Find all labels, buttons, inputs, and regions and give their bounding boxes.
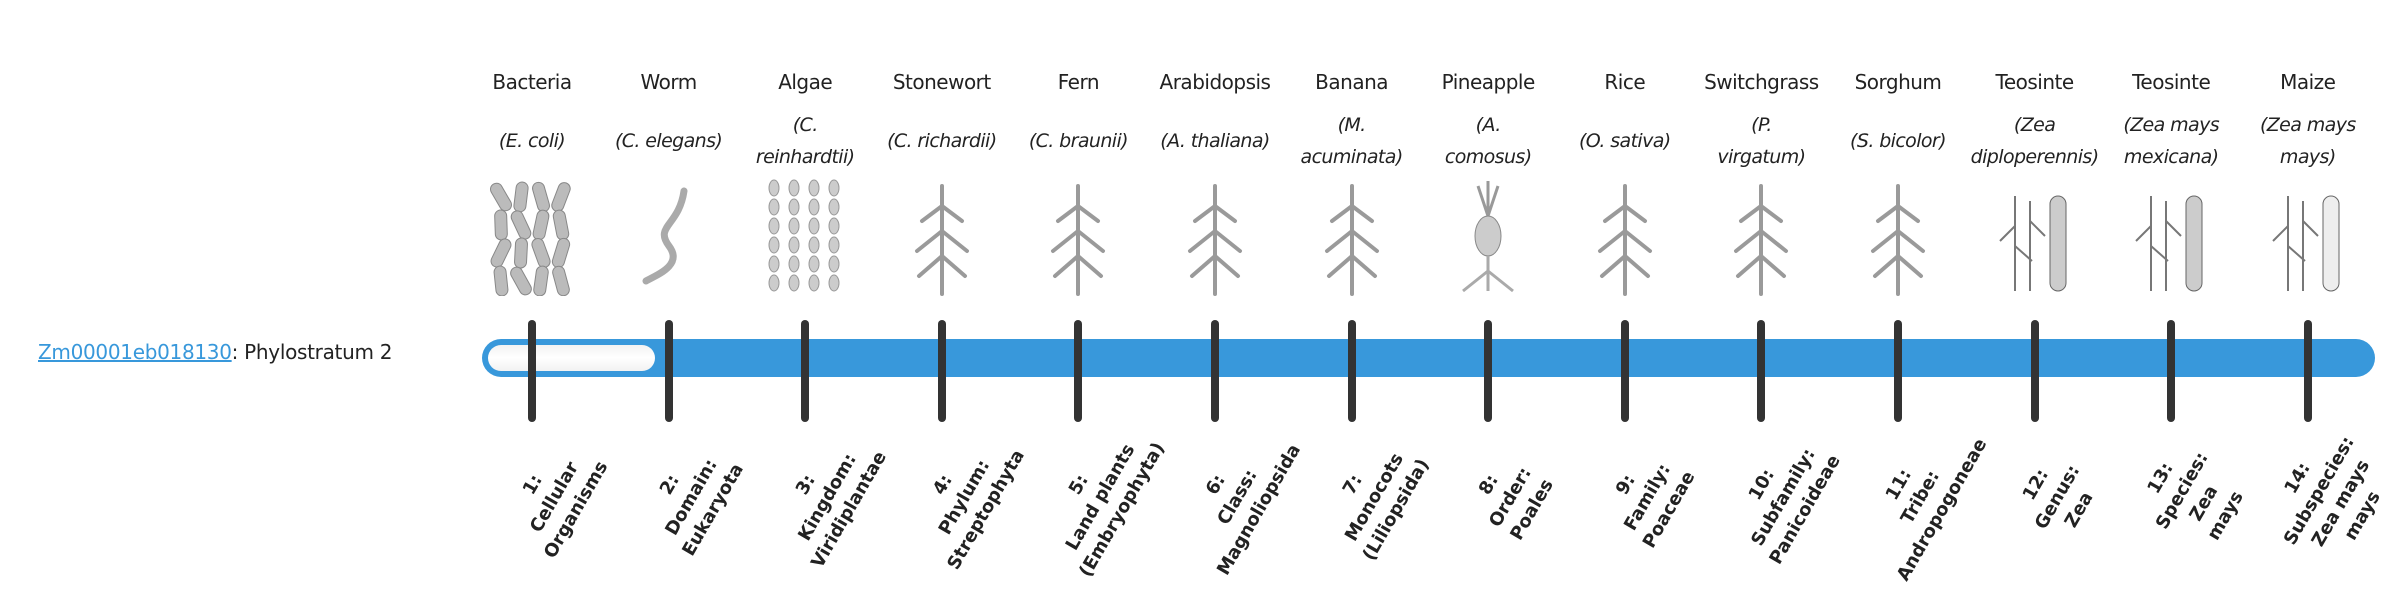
organism-common-name: Switchgrass [1704,70,1819,94]
stratum-tick [1484,320,1493,422]
stratum-tick [1620,320,1629,422]
stratum-label: 10: Subfamily: Panicoideae [1744,444,1845,568]
organism-scientific-name: (P. virgatum) [1717,114,1806,168]
stratum-label: 12: Genus: Zea [2017,461,2097,533]
organism-column: Bacteria (E. coli) [462,62,602,180]
organism-scientific-name: (O. sativa) [1578,130,1671,152]
sorghum-icon [1853,176,1943,296]
stratum-tick [2167,320,2176,422]
organism-common-name: Maize [2280,70,2336,94]
teosinte-icon [1990,176,2080,296]
stratum-tick [937,320,946,422]
organism-scientific-name: (Zea diploperennis) [1970,114,2099,168]
stratum-label: 2: Domain: Eukaryota [654,455,748,560]
organism-scientific-name: (C. elegans) [614,130,723,152]
organism-scientific-name: (C. braunii) [1028,130,1129,152]
stratum-tick [1894,320,1902,422]
organism-common-name: Arabidopsis [1159,70,1271,94]
maize-icon [2263,176,2353,296]
organism-scientific-name: (S. bicolor) [1850,130,1946,152]
stratum-label: 13: Species: Zea mays [2143,448,2248,544]
organism-common-name: Rice [1604,70,1646,94]
stratum-label: 11: Tribe: Andropogoneae [1881,434,1991,585]
progress-unfilled-segment [488,345,655,371]
stratum-tick [801,320,810,422]
switchgrass-icon [1716,176,1806,296]
organism-scientific-name: (A. comosus) [1444,114,1532,168]
organism-column: Algae (C. reinhardtii) [735,62,875,180]
stratum-label: 14: Subspecies: Zea mays mays [2279,432,2385,551]
stratum-tick [1757,320,1766,422]
stratum-label: 7: Monocots (Liliopsida) [1337,449,1433,564]
stratum-tick [1074,320,1083,422]
organism-column: Rice (O. sativa) [1555,62,1695,180]
organism-column: Arabidopsis (A. thaliana) [1145,62,1285,180]
stratum-label: 6: Class: Magnoliopsida [1201,440,1305,579]
organism-column: Switchgrass (P. virgatum) [1691,62,1831,180]
stratum-label: 4: Phylum: Streptophyta [928,445,1029,574]
gene-id-link[interactable]: Zm00001eb018130 [38,340,232,364]
organism-common-name: Algae [778,70,833,94]
arabidopsis-icon [1170,176,1260,296]
worm-icon [624,176,714,296]
organism-scientific-name: (Zea mays mays) [2259,114,2356,168]
fern-icon [1033,176,1123,296]
organism-column: Stonewort (C. richardii) [872,62,1012,180]
organism-column: Pineapple (A. comosus) [1418,62,1558,180]
organism-common-name: Teosinte [2132,70,2211,94]
stratum-label: 9: Family: Poaceae [1611,459,1699,552]
organism-scientific-name: (Zea mays mexicana) [2123,114,2220,168]
teosinte-icon [2126,176,2216,296]
rice-icon [1580,176,1670,296]
stratum-tick [528,320,536,422]
bacteria-icon [487,176,577,297]
organism-scientific-name: (E. coli) [498,130,566,152]
stratum-label: 5: Land plants (Embryophyta) [1061,438,1170,581]
stratum-tick [2303,320,2312,422]
organism-scientific-name: (C. reinhardtii) [755,114,855,168]
organism-column: Teosinte (Zea diploperennis) [1965,62,2105,180]
stratum-tick [1211,320,1219,422]
organism-common-name: Pineapple [1441,70,1536,94]
stratum-tick [664,320,673,422]
organism-common-name: Bacteria [492,70,572,94]
stratum-label: 3: Kingdom: Viridiplantae [791,447,891,572]
phylostratum-text: : Phylostratum 2 [231,340,393,364]
organism-common-name: Fern [1057,70,1100,94]
organism-common-name: Banana [1315,70,1389,94]
organism-scientific-name: (A. thaliana) [1160,130,1270,152]
stratum-label: 8: Order: Poales [1474,463,1558,544]
organism-common-name: Worm [640,70,697,94]
banana-icon [1307,176,1397,296]
organism-column: Teosinte (Zea mays mexicana) [2101,62,2241,180]
organism-column: Fern (C. braunii) [1008,62,1148,180]
stonewort-icon [897,176,987,296]
organism-common-name: Teosinte [1995,70,2075,94]
organism-common-name: Stonewort [892,70,991,94]
stratum-tick [2030,320,2039,422]
stratum-label: 1: Cellular Organisms [518,457,612,562]
organism-column: Worm (C. elegans) [599,62,739,180]
pineapple-icon [1443,176,1533,296]
organism-column: Maize (Zea mays mays) [2238,62,2378,180]
gene-phylostratum-label: Zm00001eb018130: Phylostratum 2 [38,340,392,364]
organism-scientific-name: (C. richardii) [887,130,997,152]
organism-column: Sorghum (S. bicolor) [1828,62,1968,180]
stratum-tick [1347,320,1356,422]
phylostratum-progress-bar [482,339,2375,377]
organism-common-name: Sorghum [1854,70,1942,94]
organism-column: Banana (M. acuminata) [1282,62,1422,180]
algae-icon [760,176,850,296]
organism-scientific-name: (M. acuminata) [1300,114,1404,168]
